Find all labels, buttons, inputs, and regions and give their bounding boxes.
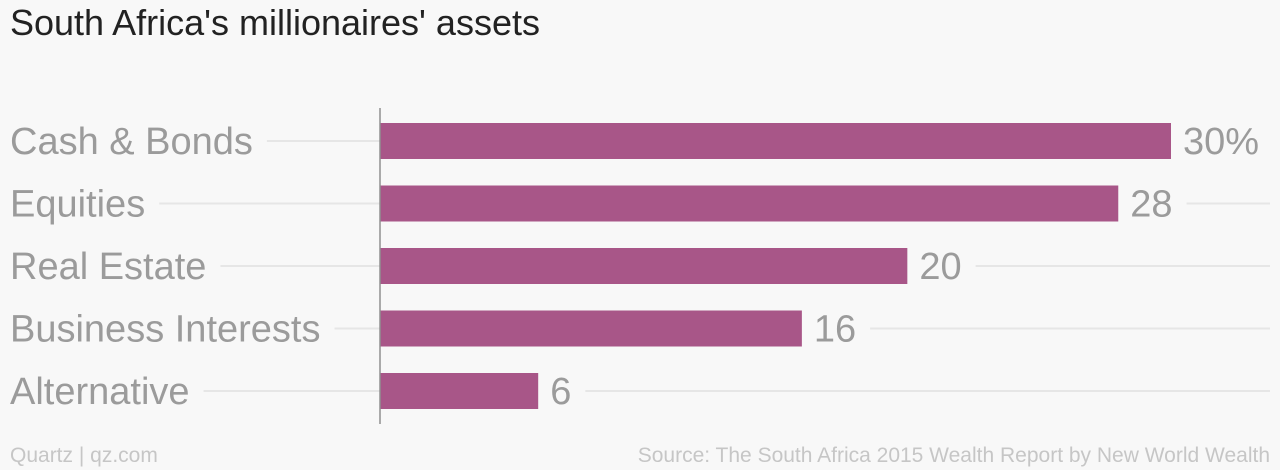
footer-source: Source: The South Africa 2015 Wealth Rep… [637,444,1270,467]
category-label: Business Interests [10,309,320,351]
category-label: Equities [10,184,145,226]
bar [380,248,908,284]
bar [380,373,539,409]
category-label: Alternative [10,371,190,413]
value-label: 20 [919,246,961,288]
bar [380,123,1171,159]
bar [380,310,802,347]
category-label: Real Estate [10,246,206,288]
chart-title: South Africa's millionaires' assets [10,2,540,43]
bar [380,185,1119,222]
value-label: 6 [550,371,571,413]
value-label: 16 [814,309,856,351]
value-label: 30% [1183,121,1259,163]
category-label: Cash & Bonds [10,121,253,163]
footer-credit: Quartz | qz.com [10,444,158,467]
value-label: 28 [1130,184,1172,226]
